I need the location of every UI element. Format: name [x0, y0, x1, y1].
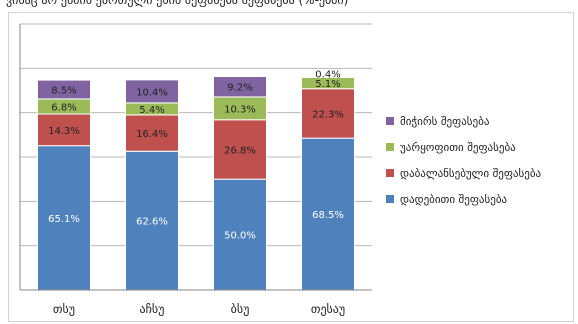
legend-entry: დადებითი შეფასება — [400, 193, 508, 206]
bar-segment — [37, 79, 91, 100]
data-label: 0.4% — [315, 70, 340, 81]
category-label: აჩსუ — [140, 302, 165, 316]
category-labels: თსუ აჩსუ ბსუ თესაუ — [53, 302, 345, 316]
bar-segment — [37, 113, 91, 147]
category-label: თსუ — [53, 302, 75, 316]
data-label: 68.5% — [312, 210, 344, 221]
bars — [37, 76, 355, 291]
data-label: 62.6% — [136, 217, 168, 228]
data-label: 10.3% — [224, 104, 256, 115]
legend-entry: მიჭირს შეფასება — [400, 115, 490, 128]
bar-segment — [301, 76, 355, 78]
legend-swatch — [386, 117, 394, 125]
legend-entry: უარყოფითი შეფასება — [400, 141, 516, 154]
bar-segment — [213, 76, 267, 98]
category-label: თესაუ — [311, 302, 345, 316]
legend-swatch — [386, 195, 394, 203]
data-label: 6.8% — [51, 102, 76, 113]
bar-segment — [37, 145, 91, 291]
bar-segment — [213, 178, 267, 291]
data-label: 22.3% — [312, 109, 344, 120]
legend-swatch — [386, 169, 394, 177]
bar-segment — [213, 119, 267, 180]
legend-entry: დაბალანსებული შეფასება — [400, 167, 542, 180]
data-label: 5.1% — [315, 79, 340, 90]
chart-frame — [8, 12, 574, 322]
bar-segment — [301, 137, 355, 291]
data-label: 65.1% — [48, 214, 80, 225]
data-label: 8.5% — [51, 86, 76, 97]
data-label: 26.8% — [224, 145, 256, 156]
data-label: 9.2% — [227, 83, 252, 94]
data-label: 10.4% — [136, 87, 168, 98]
value-labels: 65.1% 14.3% 6.8% 8.5% 62.6% 16.4% 5.4% 10.4% 50.… — [48, 70, 344, 242]
chart-caption: ვისაც არ ესმის ქართული ენის შეფასება შეფ… — [6, 0, 349, 7]
legend-swatch — [386, 143, 394, 151]
axes — [19, 24, 372, 291]
category-label: ბსუ — [231, 302, 250, 316]
data-label: 14.3% — [48, 126, 80, 137]
bar-segment — [125, 79, 179, 104]
data-label: 50.0% — [224, 231, 256, 242]
data-label: 16.4% — [136, 129, 168, 140]
legend: მიჭირს შეფასება უარყოფითი შეფასება დაბალან… — [386, 115, 542, 206]
bar-segment — [301, 88, 355, 139]
data-label: 5.4% — [139, 105, 164, 116]
